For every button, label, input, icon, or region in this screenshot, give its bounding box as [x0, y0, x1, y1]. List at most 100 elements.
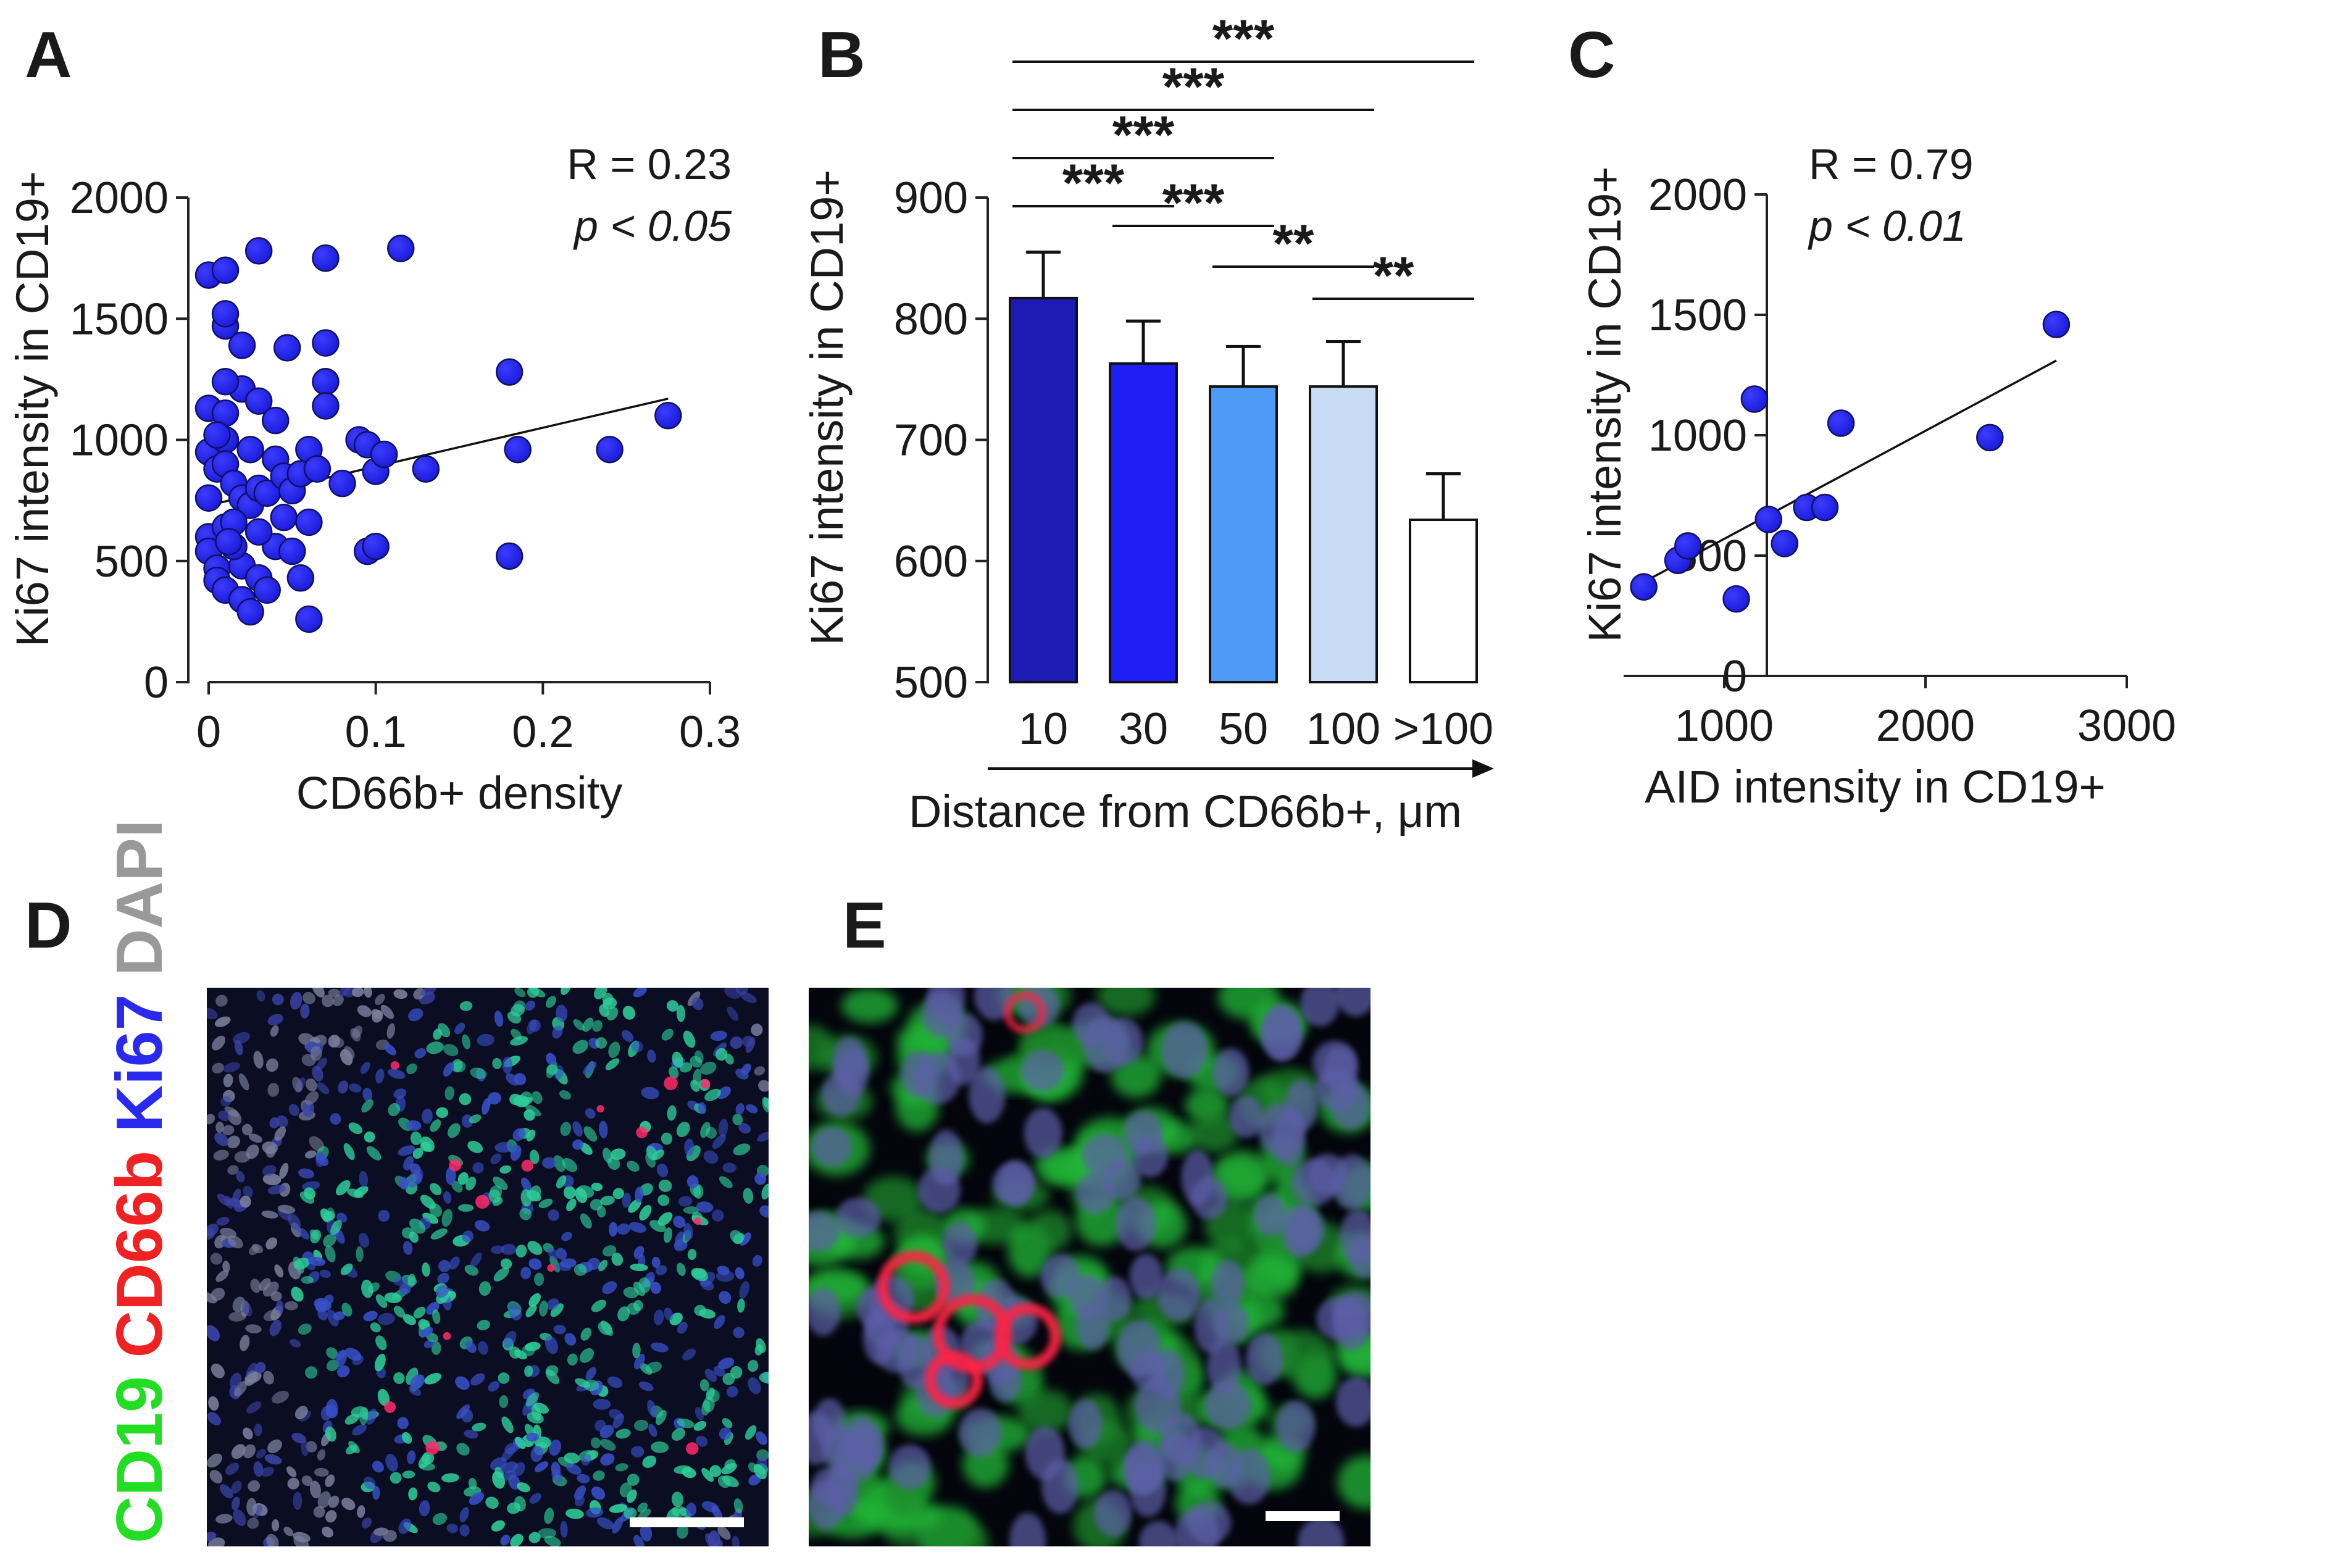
cell-nucleus: [422, 1262, 430, 1277]
cell-nucleus: [313, 1506, 325, 1518]
cell-nucleus: [323, 1211, 335, 1222]
x-axis-label: Distance from CD66b+, μm: [909, 786, 1462, 837]
distance-arrow-head: [1472, 759, 1494, 778]
cell-nucleus: [494, 1142, 513, 1153]
cell-nucleus: [364, 988, 372, 998]
cell-nucleus: [1187, 1501, 1232, 1545]
cell-nucleus: [676, 1122, 690, 1138]
cell-nucleus: [917, 1167, 961, 1213]
cell-nucleus: [737, 1298, 745, 1313]
cell-nucleus: [291, 1287, 304, 1302]
cell-nucleus: [695, 1050, 704, 1064]
cell-nucleus: [525, 1000, 536, 1011]
x-tick-label: 3000: [2077, 701, 2176, 751]
cell-nucleus: [362, 1087, 373, 1102]
cell-nucleus: [482, 1098, 491, 1115]
cell-nucleus: [583, 1061, 597, 1075]
cell-nucleus: [635, 1186, 644, 1203]
cell-nucleus: [445, 1166, 456, 1185]
cell-nucleus: [300, 1003, 310, 1019]
cell-nucleus: [676, 1004, 685, 1022]
cell-nucleus: [441, 1473, 459, 1483]
cd66b-cell: [686, 1442, 699, 1455]
panel-label-c: C: [1568, 19, 1616, 91]
cell-nucleus: [340, 1263, 353, 1275]
data-point: [312, 392, 340, 420]
cell-nucleus: [443, 1062, 454, 1077]
cell-nucleus: [675, 1231, 685, 1246]
cell-nucleus: [250, 1278, 261, 1293]
cell-nucleus: [215, 1270, 229, 1282]
stat-r: R = 0.79: [1809, 140, 1974, 188]
cell-nucleus: [651, 1149, 665, 1161]
cell-nucleus: [420, 1195, 436, 1209]
cell-nucleus: [510, 1533, 524, 1546]
cell-nucleus: [353, 1186, 369, 1198]
cell-nucleus: [441, 1209, 453, 1227]
cell-nucleus: [704, 1088, 721, 1101]
cell-nucleus: [231, 1444, 246, 1459]
cell-nucleus: [683, 1030, 696, 1048]
cell-nucleus: [713, 1366, 725, 1377]
cell-nucleus: [372, 1461, 384, 1473]
cell-nucleus: [1207, 1441, 1241, 1488]
cell-nucleus: [585, 1507, 604, 1518]
cd66b-cell: [475, 1195, 490, 1209]
cell-nucleus: [501, 1243, 517, 1255]
cell-nucleus: [759, 1205, 769, 1218]
cell-nucleus: [695, 1407, 704, 1421]
cell-nucleus: [430, 1183, 442, 1196]
cell-nucleus: [224, 1106, 240, 1117]
cell-nucleus: [526, 1432, 540, 1442]
cell-nucleus: [410, 1131, 422, 1145]
cell-nucleus: [393, 1276, 409, 1286]
cell-nucleus: [1335, 988, 1371, 1017]
cell-nucleus: [310, 1229, 322, 1244]
cell-nucleus: [227, 1135, 240, 1149]
stain-dapi: DAPI: [103, 820, 176, 976]
cell-nucleus: [332, 995, 344, 1006]
cell-nucleus: [658, 1179, 672, 1192]
x-tick-label: 0.2: [512, 707, 574, 757]
cell-nucleus: [207, 1453, 223, 1468]
cell-nucleus: [478, 1341, 488, 1355]
y-tick-label: 2000: [70, 173, 169, 223]
bar: [1309, 385, 1378, 684]
cell-nucleus: [284, 1301, 298, 1311]
cell-nucleus: [812, 1127, 852, 1167]
cell-nucleus: [677, 1524, 688, 1539]
y-axis-label: Ki67 intensity in CD19+: [801, 169, 853, 645]
cell-nucleus: [325, 1404, 338, 1419]
cell-nucleus: [207, 1325, 220, 1341]
cell-nucleus: [607, 1376, 623, 1388]
cell-nucleus: [583, 1126, 598, 1142]
cell-nucleus: [393, 989, 407, 999]
cell-nucleus: [503, 1330, 517, 1348]
cell-nucleus: [633, 1282, 646, 1296]
cell-nucleus: [474, 1220, 490, 1232]
cell-nucleus: [375, 1335, 387, 1351]
cell-nucleus: [519, 1207, 532, 1220]
cell-nucleus: [1093, 1490, 1132, 1537]
cell-nucleus: [270, 1025, 279, 1037]
cell-nucleus: [722, 1475, 739, 1488]
cell-nucleus: [412, 1148, 423, 1159]
cell-nucleus: [328, 988, 341, 998]
cell-nucleus: [470, 1373, 485, 1386]
cell-nucleus: [459, 1507, 469, 1522]
cell-nucleus: [326, 1359, 340, 1372]
cell-nucleus: [232, 1496, 240, 1511]
cell-nucleus: [946, 1013, 983, 1057]
data-point: [244, 387, 273, 415]
cell-nucleus: [671, 1491, 683, 1508]
cell-nucleus: [243, 1427, 253, 1440]
cell-nucleus: [228, 1311, 246, 1322]
cell-nucleus: [547, 1248, 559, 1260]
cell-nucleus: [514, 1496, 526, 1512]
cell-nucleus: [627, 1474, 640, 1486]
cell-nucleus: [384, 1292, 402, 1303]
cell-nucleus: [676, 1262, 686, 1277]
cell-nucleus: [207, 1114, 215, 1125]
cell-nucleus: [525, 1104, 541, 1117]
